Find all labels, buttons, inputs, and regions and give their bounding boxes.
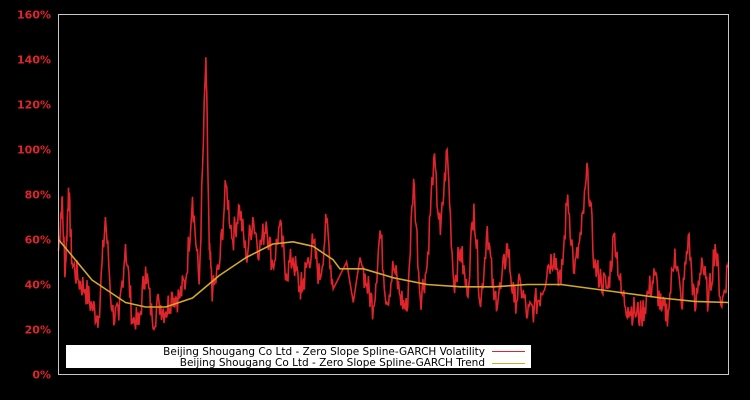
y-tick-label: 40% xyxy=(25,279,51,292)
plot-frame xyxy=(58,14,729,375)
trend-line xyxy=(57,238,729,308)
y-tick-label: 20% xyxy=(25,324,51,337)
legend: Beijing Shougang Co Ltd - Zero Slope Spl… xyxy=(66,345,531,369)
legend-label-trend: Beijing Shougang Co Ltd - Zero Slope Spl… xyxy=(180,357,485,369)
y-tick-label: 140% xyxy=(17,54,51,67)
y-tick-label: 100% xyxy=(17,144,51,157)
legend-label-volatility: Beijing Shougang Co Ltd - Zero Slope Spl… xyxy=(163,346,485,358)
y-tick-label: 60% xyxy=(25,234,51,247)
plot-series xyxy=(57,57,730,331)
y-tick-label: 120% xyxy=(17,99,51,112)
y-tick-label: 80% xyxy=(25,189,51,202)
y-axis-ticks: 0% 20% 40% 60% 80% 100% 120% 140% 160% xyxy=(17,9,51,382)
legend-box xyxy=(66,345,531,368)
y-tick-label: 0% xyxy=(32,369,51,382)
y-tick-label: 160% xyxy=(17,9,51,22)
volatility-line xyxy=(57,57,730,331)
